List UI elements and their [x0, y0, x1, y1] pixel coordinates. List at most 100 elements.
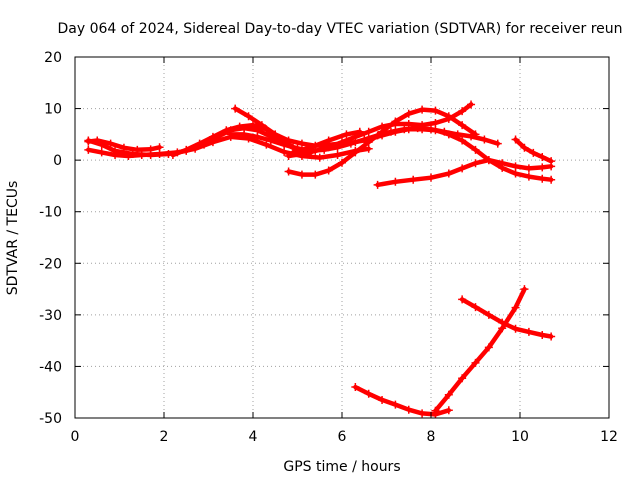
data-point — [471, 159, 480, 168]
x-tick-label: 8 — [427, 429, 436, 445]
axis-ticks: 0 2 4 6 8 10 12 -50 -40 -30 -20 -10 0 10 20 — [39, 50, 618, 445]
data-point — [266, 136, 275, 145]
data-point — [146, 145, 155, 154]
data-point — [427, 173, 435, 182]
series-track-3 — [84, 136, 164, 154]
data-point — [404, 405, 413, 414]
series-track-14 — [458, 295, 556, 341]
data-point — [338, 138, 346, 147]
data-point — [342, 130, 351, 139]
data-point — [84, 137, 93, 146]
data-point — [280, 140, 289, 149]
data-point — [297, 170, 306, 179]
data-point — [364, 138, 373, 147]
data-point — [351, 148, 360, 157]
series-track-13 — [431, 285, 529, 415]
data-point — [404, 120, 413, 129]
data-point — [364, 144, 373, 153]
y-tick-label: 20 — [44, 50, 62, 66]
data-point — [471, 130, 480, 139]
data-point — [458, 136, 467, 145]
data-point — [311, 146, 320, 155]
data-point — [289, 148, 298, 157]
data-point — [440, 127, 449, 136]
x-tick-label: 12 — [600, 429, 618, 445]
data-point — [378, 395, 387, 404]
data-point — [106, 139, 115, 148]
data-point — [351, 383, 360, 392]
data-point — [524, 164, 533, 173]
data-point — [391, 400, 400, 409]
data-series — [84, 100, 556, 419]
data-point — [547, 175, 556, 184]
data-point — [119, 143, 128, 152]
data-point — [249, 121, 257, 130]
x-tick-label: 0 — [71, 429, 80, 445]
data-point — [244, 112, 253, 121]
y-tick-label: 0 — [53, 153, 62, 169]
y-tick-label: -20 — [39, 256, 62, 272]
data-point — [84, 145, 93, 154]
data-point — [538, 330, 547, 339]
data-point — [155, 143, 164, 152]
data-point — [111, 146, 120, 155]
data-point — [498, 318, 507, 327]
data-point — [231, 104, 240, 113]
data-point — [418, 409, 427, 418]
data-point — [378, 122, 387, 131]
data-point — [306, 143, 315, 152]
data-point — [364, 127, 373, 136]
x-tick-label: 6 — [338, 429, 347, 445]
data-point — [222, 126, 231, 135]
data-point — [444, 406, 453, 415]
data-point — [386, 127, 395, 136]
data-point — [538, 163, 547, 172]
data-point — [484, 310, 493, 319]
data-point — [458, 164, 467, 173]
data-point — [418, 105, 427, 114]
data-point — [93, 136, 102, 145]
series-track-11 — [511, 135, 556, 166]
data-point — [458, 107, 467, 116]
y-tick-label: -30 — [39, 308, 62, 324]
data-point — [458, 295, 467, 304]
data-point — [418, 121, 427, 130]
data-point — [431, 406, 440, 415]
series-track-7 — [284, 105, 480, 179]
data-point — [458, 374, 467, 383]
data-point — [97, 148, 106, 157]
y-tick-label: -10 — [39, 205, 62, 221]
data-point — [431, 119, 440, 128]
data-point — [444, 390, 453, 399]
y-axis-label: SDTVAR / TECUs — [5, 181, 21, 296]
data-point — [253, 132, 262, 141]
data-point — [480, 135, 489, 144]
data-point — [333, 150, 342, 159]
data-point — [240, 130, 249, 139]
data-point — [391, 177, 400, 186]
x-axis-label: GPS time / hours — [283, 459, 400, 475]
data-point — [520, 285, 529, 294]
data-point — [520, 143, 529, 152]
data-point — [168, 150, 177, 159]
series-line — [86, 125, 314, 158]
data-point — [444, 169, 453, 178]
data-point — [284, 136, 293, 145]
data-point — [484, 343, 493, 352]
data-point — [324, 143, 333, 152]
data-point — [338, 158, 346, 167]
y-tick-label: -40 — [39, 359, 62, 375]
y-tick-label: 10 — [44, 102, 62, 118]
data-point — [400, 125, 409, 134]
data-point — [355, 127, 364, 136]
x-tick-label: 4 — [249, 429, 258, 445]
data-point — [257, 121, 266, 130]
data-point — [511, 303, 520, 312]
data-point — [471, 358, 480, 367]
data-point — [471, 303, 480, 312]
data-point — [208, 132, 217, 141]
data-point — [364, 389, 373, 398]
data-point — [324, 166, 333, 175]
data-point — [391, 120, 400, 129]
data-point — [547, 157, 556, 166]
